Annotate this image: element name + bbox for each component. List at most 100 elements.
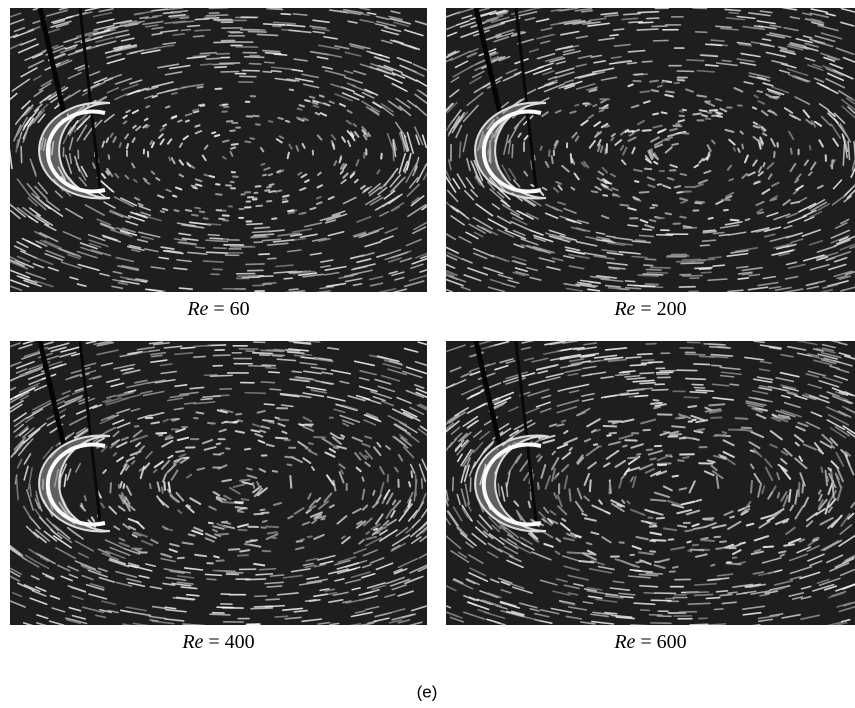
particle-streak [738, 278, 748, 279]
particle-streak [188, 25, 200, 26]
particle-streak [717, 113, 721, 114]
particle-streak [192, 215, 198, 216]
particle-streak [235, 503, 242, 504]
particle-streak [284, 278, 292, 279]
particle-streak [298, 109, 302, 110]
particle-streak [720, 541, 726, 542]
particle-streak [340, 438, 344, 439]
particle-streak [630, 570, 641, 571]
particle-streak [223, 522, 227, 523]
particle-streak [651, 267, 670, 268]
particle-streak [575, 105, 578, 106]
particle-streak [302, 354, 311, 355]
particle-streak [373, 491, 374, 495]
particle-streak [742, 145, 743, 149]
particle-streak [696, 500, 701, 501]
particle-streak [652, 540, 666, 541]
particle-streak [686, 379, 705, 380]
particle-streak [110, 483, 111, 492]
panel-caption: Re = 400 [181, 631, 254, 653]
particle-streak [680, 217, 685, 218]
particle-streak [579, 561, 593, 562]
particle-streak [259, 569, 275, 570]
particle-streak [596, 430, 600, 431]
particle-streak [652, 524, 656, 525]
particle-streak [321, 519, 324, 520]
particle-streak [283, 195, 289, 196]
particle-streak [592, 191, 598, 192]
particle-streak [698, 259, 714, 260]
particle-streak [216, 184, 219, 185]
particle-streak [639, 22, 653, 23]
particle-streak [251, 608, 272, 609]
particle-streak [703, 230, 715, 231]
particle-streak [238, 555, 248, 556]
particle-streak [709, 218, 713, 219]
particle-streak [212, 132, 215, 133]
particle-streak [209, 8, 227, 9]
particle-streak [729, 179, 733, 180]
particle-streak [640, 235, 654, 236]
particle-streak [209, 176, 214, 177]
particle-streak [693, 113, 700, 114]
particle-streak [569, 489, 570, 501]
particle-streak [722, 60, 731, 61]
particle-streak [195, 30, 210, 31]
particle-streak [453, 477, 454, 490]
particle-streak [263, 175, 266, 176]
particle-streak [276, 438, 287, 439]
particle-streak [638, 275, 658, 276]
particle-streak [642, 360, 654, 361]
particle-streak [684, 226, 692, 227]
particle-streak [723, 432, 726, 433]
particle-streak [653, 205, 657, 206]
particle-streak [688, 406, 696, 407]
particle-streak [685, 530, 692, 531]
particle-streak [712, 365, 722, 366]
particle-streak [666, 213, 672, 214]
particle-streak [245, 449, 250, 450]
particle-streak [791, 149, 792, 154]
particle-streak [460, 142, 461, 158]
particle-streak [626, 357, 641, 358]
particle-streak [262, 365, 275, 366]
particle-streak [264, 404, 274, 405]
particle-streak [562, 420, 565, 421]
particle-streak [320, 96, 324, 97]
particle-streak [193, 109, 198, 110]
particle-streak [169, 482, 170, 491]
particle-streak [569, 535, 573, 536]
particle-streak [605, 126, 609, 127]
particle-streak [628, 63, 637, 64]
particle-streak [702, 115, 707, 116]
particle-streak [640, 586, 658, 587]
particle-streak [274, 54, 287, 55]
particle-streak [166, 106, 170, 107]
particle-streak [751, 481, 752, 493]
particle-streak [314, 437, 325, 438]
particle-streak [164, 482, 165, 490]
particle-streak [275, 418, 278, 419]
particle-streak [716, 548, 722, 549]
particle-streak [206, 58, 219, 59]
particle-streak [541, 147, 542, 150]
particle-streak [278, 118, 282, 119]
particle-streak [694, 387, 704, 388]
particle-streak [810, 146, 811, 149]
particle-streak [607, 435, 610, 436]
particle-streak [662, 112, 667, 113]
particle-streak [651, 600, 671, 601]
particle-streak [742, 428, 751, 429]
photo-background [10, 341, 427, 626]
particle-streak [201, 64, 212, 65]
particle-streak [700, 356, 715, 357]
particle-streak [662, 81, 665, 82]
particle-streak [261, 164, 264, 165]
particle-streak [261, 510, 265, 511]
particle-streak [196, 412, 203, 413]
flow-photo [3, 6, 434, 293]
particle-streak [672, 426, 685, 427]
particle-streak [210, 614, 230, 615]
particle-streak [713, 265, 724, 266]
particle-streak [180, 18, 188, 19]
